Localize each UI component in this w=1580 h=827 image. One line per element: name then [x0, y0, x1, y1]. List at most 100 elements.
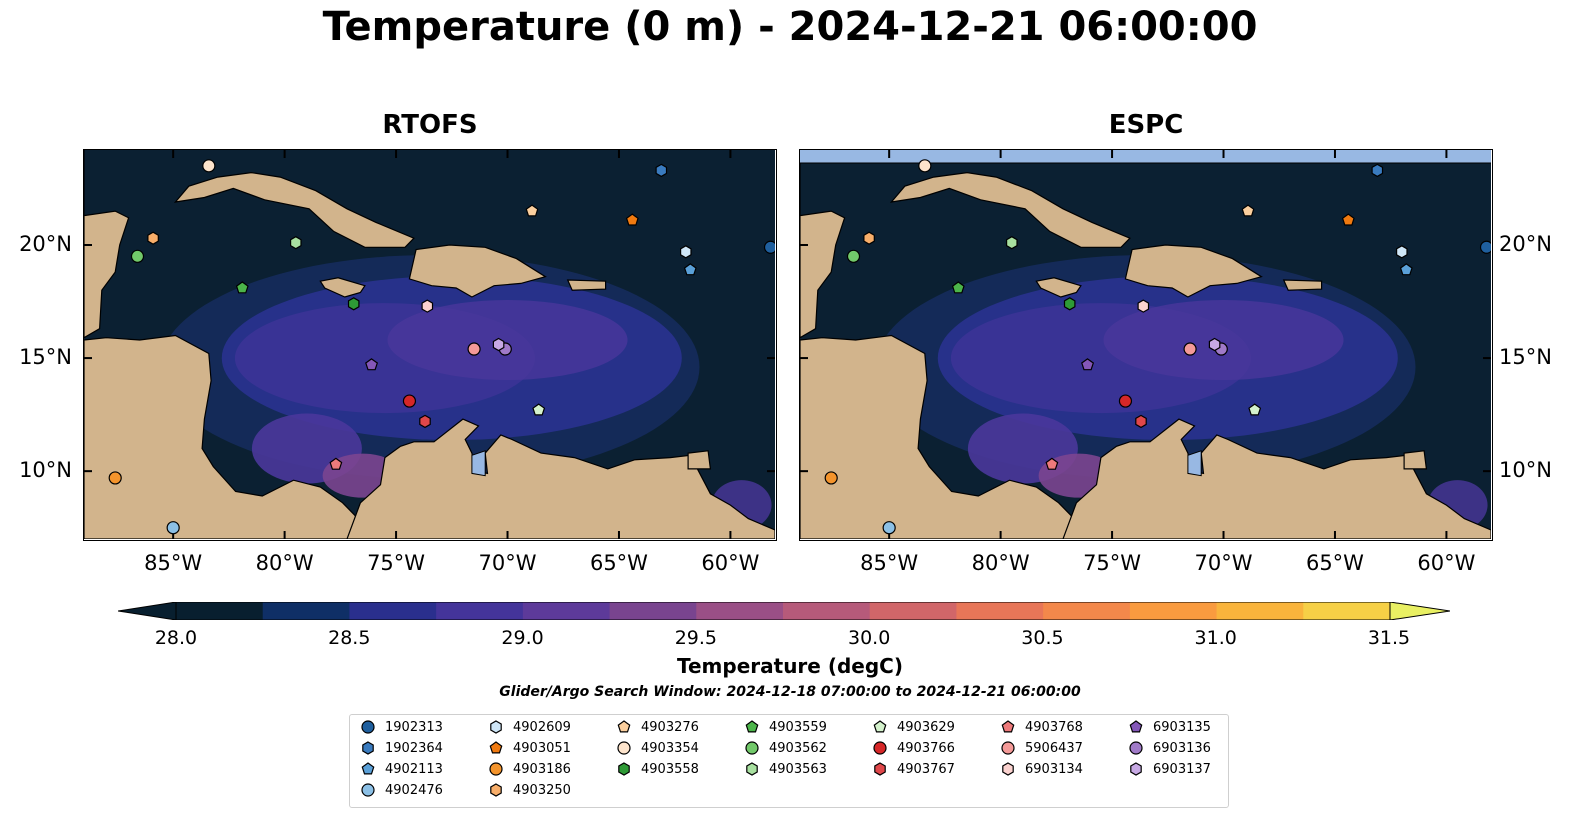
float-marker-4903562[interactable]	[130, 249, 145, 263]
legend: 1902313 1902364 4902113 4902476 4902609 49030…	[349, 714, 1229, 808]
legend-label: 4903559	[769, 719, 827, 735]
colorbar-segment	[696, 602, 784, 620]
float-marker-4903558[interactable]	[347, 297, 360, 311]
float-marker-4903250[interactable]	[863, 231, 875, 245]
float-marker-4902113[interactable]	[1399, 263, 1413, 276]
panel-title-espc: ESPC	[1108, 110, 1184, 140]
panel-title-rtofs: RTOFS	[382, 110, 478, 140]
float-marker-4902609[interactable]	[679, 245, 692, 259]
float-marker-4903768[interactable]	[329, 457, 343, 470]
float-marker-4903276[interactable]	[525, 204, 539, 217]
float-marker-4903767[interactable]	[419, 414, 431, 429]
hexagon-marker-icon	[1002, 762, 1014, 776]
lon-tick-label: 85°W	[860, 551, 919, 575]
legend-item-4903558: 4903558	[616, 759, 699, 779]
colorbar-segment	[609, 602, 697, 620]
legend-label: 4903558	[641, 761, 699, 777]
float-marker-5906437[interactable]	[1183, 342, 1197, 356]
float-marker-5906437[interactable]	[467, 342, 481, 356]
float-marker-4903559[interactable]	[235, 281, 249, 294]
float-marker-4903354[interactable]	[202, 159, 216, 173]
legend-label: 6903136	[1153, 740, 1211, 756]
float-marker-4903562[interactable]	[846, 249, 861, 263]
search-window-note: Glider/Argo Search Window: 2024-12-18 07…	[499, 684, 1081, 700]
legend-label: 4903563	[769, 761, 827, 777]
legend-label: 4903768	[1025, 719, 1083, 735]
colorbar-extend-high	[1389, 602, 1450, 620]
lon-tick-label: 80°W	[971, 551, 1030, 575]
float-marker-1902313[interactable]	[1479, 240, 1491, 254]
hexagon-marker-icon	[1130, 762, 1142, 776]
pentagon-marker-icon	[1129, 720, 1143, 733]
legend-label: 4903250	[513, 782, 571, 798]
pentagon-marker-icon	[873, 720, 887, 733]
float-marker-4903558[interactable]	[1063, 297, 1076, 311]
colorbar-segment	[956, 602, 1044, 620]
float-marker-6903135[interactable]	[365, 358, 379, 371]
colorbar-segment	[869, 602, 957, 620]
float-marker-4903051[interactable]	[1341, 213, 1355, 226]
float-marker-4903051[interactable]	[625, 213, 639, 226]
float-marker-6903135[interactable]	[1081, 358, 1095, 371]
legend-label: 4902476	[385, 782, 443, 798]
colorbar-segment	[1129, 602, 1218, 620]
legend-item-4903186: 4903186	[488, 759, 571, 779]
legend-label: 4903766	[897, 740, 955, 756]
float-marker-4902113[interactable]	[683, 263, 697, 276]
float-marker-4903563[interactable]	[290, 236, 302, 250]
lon-tick-label: 70°W	[1194, 551, 1253, 575]
legend-item-4903562: 4903562	[744, 738, 827, 758]
colorbar-segment	[522, 602, 611, 620]
map-canvas-rtofs	[84, 150, 775, 539]
float-marker-4903354[interactable]	[918, 159, 932, 173]
float-marker-4903629[interactable]	[532, 403, 546, 416]
circle-marker-icon	[745, 741, 759, 755]
float-marker-4903766[interactable]	[402, 394, 417, 408]
float-marker-1902313[interactable]	[763, 240, 775, 254]
float-marker-4902609[interactable]	[1395, 245, 1408, 259]
float-marker-4903768[interactable]	[1045, 457, 1059, 470]
main-title: Temperature (0 m) - 2024-12-21 06:00:00	[322, 4, 1258, 50]
float-marker-4903629[interactable]	[1248, 403, 1262, 416]
lat-tick-label-right: 10°N	[1499, 458, 1552, 483]
float-marker-4903186[interactable]	[108, 471, 122, 485]
lat-tick-label-right: 15°N	[1499, 345, 1552, 370]
legend-label: 4902609	[513, 719, 571, 735]
legend-item-4903563: 4903563	[744, 759, 827, 779]
legend-label: 4903186	[513, 761, 571, 777]
float-marker-1902364[interactable]	[1371, 163, 1384, 178]
float-marker-4903276[interactable]	[1241, 204, 1255, 217]
float-marker-6903137[interactable]	[1208, 337, 1221, 352]
lon-tick-label: 75°W	[367, 551, 426, 575]
legend-item-4903766: 4903766	[872, 738, 955, 758]
float-marker-4903186[interactable]	[824, 471, 838, 485]
float-marker-4903250[interactable]	[147, 231, 159, 245]
map-panel-espc[interactable]	[799, 149, 1493, 541]
lat-tick-label-right: 20°N	[1499, 231, 1552, 256]
circle-marker-icon	[1129, 741, 1143, 755]
legend-item-4902113: 4902113	[360, 759, 443, 779]
map-panel-rtofs[interactable]	[83, 149, 777, 541]
pentagon-marker-icon	[617, 720, 631, 733]
legend-label: 4903629	[897, 719, 955, 735]
colorbar-segment	[1043, 602, 1131, 620]
lon-tick-label: 65°W	[1305, 551, 1364, 575]
float-marker-4902476[interactable]	[166, 521, 180, 535]
colorbar-tick-label: 29.0	[501, 627, 544, 649]
float-marker-4903766[interactable]	[1118, 394, 1133, 408]
colorbar-segment	[349, 602, 437, 620]
float-marker-4902476[interactable]	[882, 521, 896, 535]
float-marker-4903559[interactable]	[951, 281, 965, 294]
colorbar-extend-low	[118, 602, 177, 620]
float-marker-1902364[interactable]	[655, 163, 668, 178]
hexagon-marker-icon	[490, 720, 502, 734]
float-marker-6903134[interactable]	[1137, 299, 1150, 313]
float-marker-6903134[interactable]	[421, 299, 434, 313]
legend-item-4903629: 4903629	[872, 717, 955, 737]
float-marker-4903563[interactable]	[1006, 236, 1018, 250]
float-marker-6903137[interactable]	[492, 337, 505, 352]
legend-item-4902476: 4902476	[360, 780, 443, 800]
colorbar-tick-label: 28.5	[328, 627, 371, 649]
legend-item-1902364: 1902364	[360, 738, 443, 758]
float-marker-4903767[interactable]	[1135, 414, 1147, 429]
